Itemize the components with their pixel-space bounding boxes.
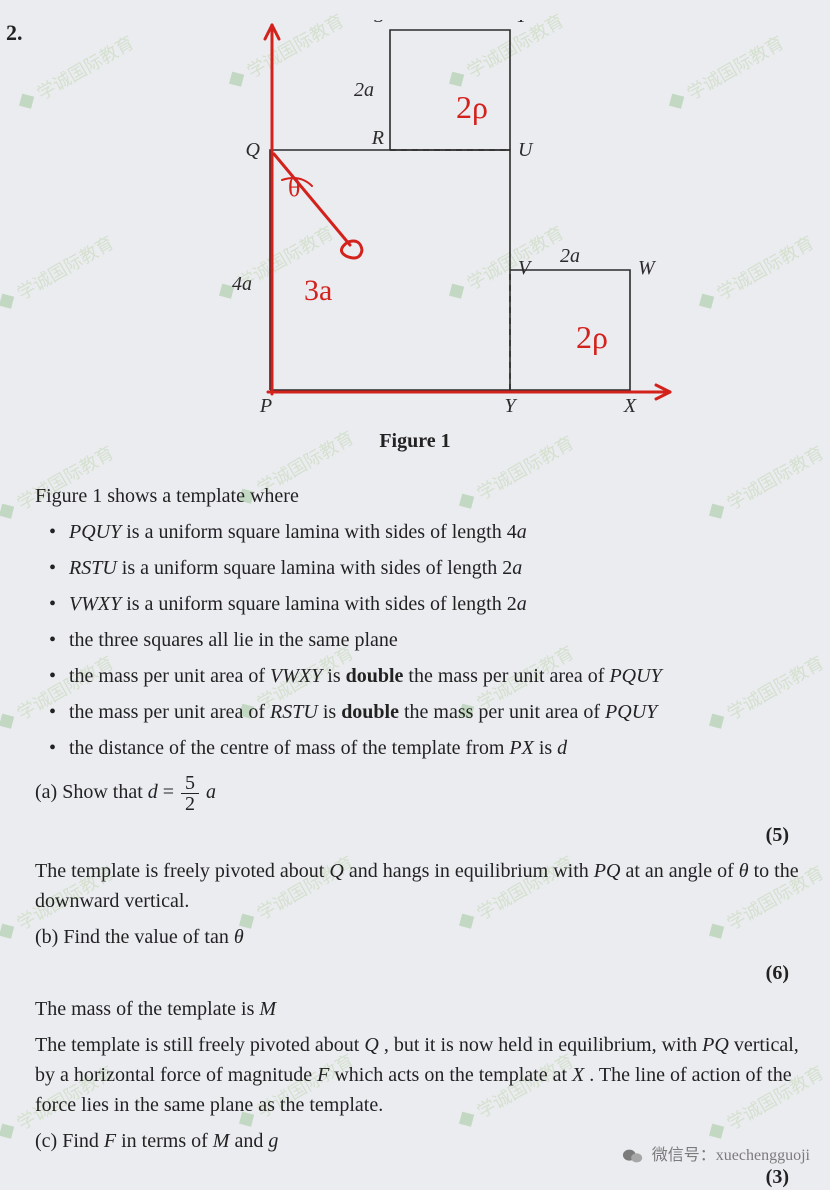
svg-text:2ρ: 2ρ xyxy=(456,89,488,125)
svg-text:2a: 2a xyxy=(354,79,374,101)
svg-text:T: T xyxy=(516,20,529,27)
wechat-credit: 微信号：xuechengguoji xyxy=(622,1141,810,1166)
svg-text:2a: 2a xyxy=(560,245,580,267)
wechat-icon xyxy=(622,1146,644,1166)
list-item: the mass per unit area of VWXY is double… xyxy=(35,661,815,691)
watermark: ◆ 学诚国际教育 xyxy=(0,229,118,317)
svg-text:P: P xyxy=(259,395,272,417)
part-b: (b) Find the value of tan θ xyxy=(35,922,815,952)
list-item: RSTU is a uniform square lamina with sid… xyxy=(35,553,815,583)
svg-text:4a: 4a xyxy=(232,273,252,295)
figure-1: STQRUVWPYX4a2a2aθ3a2ρ2ρ xyxy=(200,20,720,420)
marks-c: (3) xyxy=(35,1162,815,1190)
figure-svg: STQRUVWPYX4a2a2aθ3a2ρ2ρ xyxy=(200,20,720,420)
svg-text:3a: 3a xyxy=(304,274,332,307)
bullet-list: PQUY is a uniform square lamina with sid… xyxy=(35,517,815,763)
list-item: the distance of the centre of mass of th… xyxy=(35,733,815,763)
svg-text:Q: Q xyxy=(246,139,261,161)
svg-text:S: S xyxy=(374,20,384,27)
exam-page: ◆ 学诚国际教育◆ 学诚国际教育◆ 学诚国际教育◆ 学诚国际教育◆ 学诚国际教育… xyxy=(0,0,830,1190)
svg-text:V: V xyxy=(518,257,533,279)
figure-caption: Figure 1 xyxy=(0,430,830,453)
svg-text:W: W xyxy=(638,257,657,279)
para-mass: The mass of the template is M xyxy=(35,994,815,1024)
svg-text:U: U xyxy=(518,139,534,161)
svg-text:2ρ: 2ρ xyxy=(576,319,608,355)
para-b-intro: The template is freely pivoted about Q a… xyxy=(35,856,815,916)
intro-para: Figure 1 shows a template where xyxy=(35,481,815,511)
svg-text:Y: Y xyxy=(504,395,517,417)
list-item: VWXY is a uniform square lamina with sid… xyxy=(35,589,815,619)
svg-text:X: X xyxy=(623,395,637,417)
list-item: PQUY is a uniform square lamina with sid… xyxy=(35,517,815,547)
list-item: the mass per unit area of RSTU is double… xyxy=(35,697,815,727)
para-c: The template is still freely pivoted abo… xyxy=(35,1030,815,1120)
body-text: Figure 1 shows a template where PQUY is … xyxy=(35,475,815,1190)
svg-text:R: R xyxy=(371,127,384,149)
marks-b: (6) xyxy=(35,958,815,988)
watermark: ◆ 学诚国际教育 xyxy=(12,29,138,117)
marks-a: (5) xyxy=(35,820,815,850)
list-item: the three squares all lie in the same pl… xyxy=(35,625,815,655)
question-number: 2. xyxy=(6,20,23,46)
part-a: (a) Show that d = 5 2 a xyxy=(35,773,815,814)
